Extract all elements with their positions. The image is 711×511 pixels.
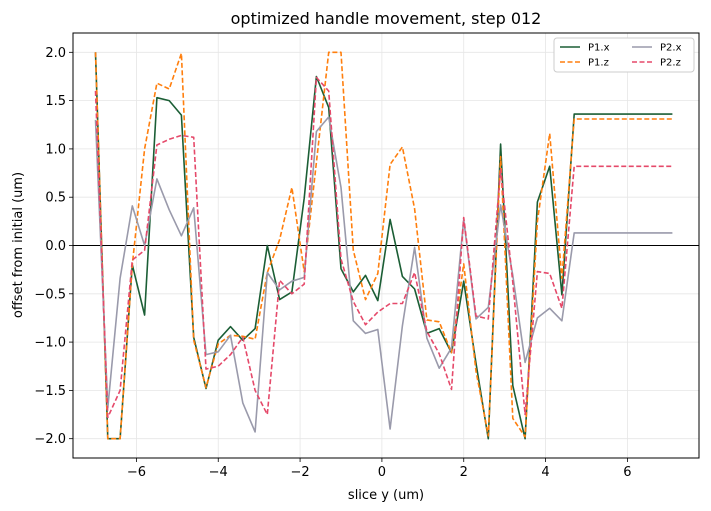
series-line-p2-z <box>94 76 673 419</box>
x-tick-label: 4 <box>541 465 549 480</box>
legend-entry-label: P2.z <box>660 58 681 69</box>
x-tick-label: −4 <box>209 465 228 480</box>
series-line-p1-x <box>94 52 673 440</box>
y-tick-label: 0.5 <box>45 191 66 206</box>
series-line-p1-z <box>94 51 673 440</box>
x-tick-label: 6 <box>623 465 631 480</box>
x-axis-label: slice y (um) <box>348 488 424 503</box>
y-tick-label: −1.5 <box>34 384 66 399</box>
y-tick-label: 1.5 <box>45 94 66 109</box>
x-axis-ticks: −6 −4 −2 0 2 4 6 <box>127 458 632 480</box>
legend-entry-label: P2.x <box>660 43 682 54</box>
x-tick-label: 2 <box>460 465 468 480</box>
legend: P1.x P1.z P2.x P2.z <box>553 37 695 73</box>
x-tick-label: −6 <box>127 465 146 480</box>
y-tick-label: −1.0 <box>34 336 66 351</box>
legend-box <box>553 37 695 73</box>
chart-title: optimized handle movement, step 012 <box>231 9 542 28</box>
y-tick-label: 0.0 <box>45 239 66 254</box>
legend-entry-label: P1.x <box>588 43 610 54</box>
y-tick-label: −2.0 <box>34 432 66 447</box>
y-tick-label: 1.0 <box>45 142 66 157</box>
series-layer <box>94 51 673 440</box>
y-axis-label: offset from initial (um) <box>11 172 26 318</box>
y-tick-label: 2.0 <box>45 46 66 61</box>
x-tick-label: 0 <box>378 465 386 480</box>
legend-entry-label: P1.z <box>588 58 609 69</box>
y-tick-label: −0.5 <box>34 287 66 302</box>
y-axis-ticks: −2.0 −1.5 −1.0 −0.5 0.0 0.5 1.0 1.5 2.0 <box>34 46 73 447</box>
series-line-p2-x <box>94 116 673 433</box>
x-tick-label: −2 <box>290 465 309 480</box>
